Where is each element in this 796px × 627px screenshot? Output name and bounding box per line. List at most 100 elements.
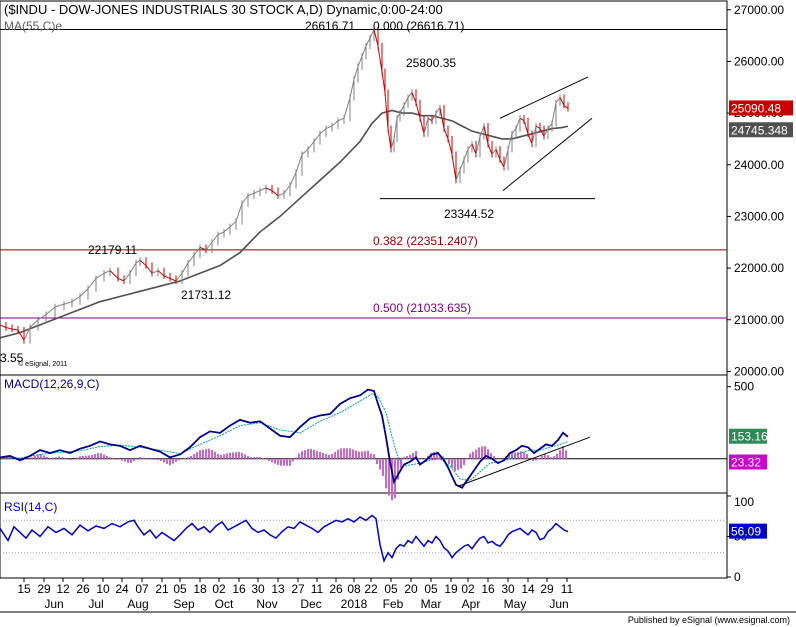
price-segment (157, 270, 165, 277)
price-segment (499, 159, 505, 168)
price-segment (193, 247, 201, 256)
price-segment (295, 154, 303, 173)
price-segment (229, 221, 237, 228)
price-segment (277, 192, 285, 197)
price-segment (384, 92, 389, 129)
last-ma-tag: 24745.348 (731, 123, 788, 137)
price-segment (353, 66, 359, 80)
footer-publisher: Published by eSignal (www.esignal.com) (627, 615, 790, 625)
price-layer: 26616.71 0.000 (26616.71) 25800.35 23344.52… (0, 19, 727, 365)
price-tick-label: 21000.00 (734, 313, 784, 327)
x-month-label: Apr (462, 597, 481, 611)
x-day-label: 19 (444, 582, 458, 596)
x-day-label: 21 (155, 582, 169, 596)
rsi-value-bg (729, 523, 767, 539)
price-segment (217, 231, 225, 235)
price-segment (373, 29, 379, 47)
price-segment (396, 112, 401, 119)
x-day-label: 30 (251, 582, 265, 596)
x-month-label: Mar (421, 597, 442, 611)
copyright-label: © eSignal, 2011 (18, 360, 68, 368)
price-segment (467, 143, 473, 150)
last-price-tag-bg (729, 100, 793, 116)
x-day-label: 16 (481, 582, 495, 596)
price-segment (439, 107, 445, 129)
x-day-label: 26 (76, 582, 90, 596)
x-day-label: 08 (347, 582, 361, 596)
ma-line (0, 109, 569, 339)
macd-value: 153.16 (731, 430, 768, 444)
price-segment (419, 118, 425, 134)
x-day-label: 11 (561, 582, 574, 596)
price-segment (507, 133, 513, 150)
price-tick-label: 23000.00 (734, 209, 784, 223)
price-segment (377, 45, 383, 72)
price-segment (563, 104, 569, 109)
axis-layer: 27000.0026000.0025000.0024000.0023000.00… (17, 3, 793, 611)
x-day-label: 07 (135, 582, 149, 596)
price-segment (423, 118, 429, 134)
price-segment (349, 79, 355, 98)
x-day-label: 30 (501, 582, 515, 596)
price-segment (151, 270, 159, 274)
x-day-label: 02 (212, 582, 226, 596)
annotation-label: 22179.11 (88, 243, 137, 257)
price-segment (531, 125, 537, 145)
price-segment (523, 120, 529, 134)
price-segment (199, 246, 207, 251)
price-segment (559, 97, 565, 106)
price-segment (463, 149, 469, 160)
price-segment (175, 272, 183, 282)
price-segment (235, 203, 243, 222)
price-segment (427, 117, 433, 122)
x-day-label: 05 (384, 582, 398, 596)
ma-label: MA(55,C)e (4, 19, 62, 33)
price-segment (63, 301, 73, 305)
price-segment (479, 125, 485, 137)
price-segment (45, 306, 56, 315)
price-segment (23, 327, 31, 341)
price-segment (123, 272, 131, 282)
x-day-label: 29 (540, 582, 554, 596)
price-segment (265, 187, 273, 192)
price-segment (163, 275, 171, 279)
rsi-tick-label: 100 (734, 495, 754, 509)
macd-signal-bg (729, 454, 767, 470)
x-day-label: 26 (329, 582, 343, 596)
price-segment (289, 172, 297, 186)
x-day-label: 13 (271, 582, 285, 596)
price-segment (187, 254, 195, 264)
price-segment (223, 226, 231, 233)
x-month-label: Jun (44, 597, 63, 611)
price-segment (365, 37, 371, 47)
price-segment (515, 118, 521, 129)
price-segment (87, 278, 97, 290)
price-segment (407, 92, 413, 98)
price-segment (399, 105, 405, 114)
annotation-label: 0.382 (22351.2407) (373, 234, 478, 248)
macd-trendline (457, 436, 591, 487)
price-segment (435, 107, 441, 114)
price-segment (503, 149, 509, 168)
price-segment (455, 169, 461, 181)
price-segment (357, 56, 363, 67)
rsi-tick-label: 0 (734, 570, 741, 584)
annotation-label: 26616.71 (305, 19, 355, 33)
x-month-label: Sep (173, 597, 195, 611)
x-day-label: 24 (115, 582, 129, 596)
price-segment (475, 136, 481, 155)
macd-label: MACD(12,26,9,C) (4, 377, 99, 391)
price-segment (301, 148, 309, 155)
price-segment (459, 159, 465, 171)
price-segment (535, 125, 541, 130)
price-segment (241, 195, 249, 204)
rsi-label: RSI(14,C) (4, 500, 57, 514)
x-day-label: 16 (232, 582, 246, 596)
price-segment (495, 149, 501, 160)
x-day-label: 05 (173, 582, 187, 596)
price-segment (283, 185, 291, 194)
price-segment (337, 117, 345, 122)
x-day-label: 11 (311, 582, 324, 596)
price-segment (361, 45, 367, 57)
